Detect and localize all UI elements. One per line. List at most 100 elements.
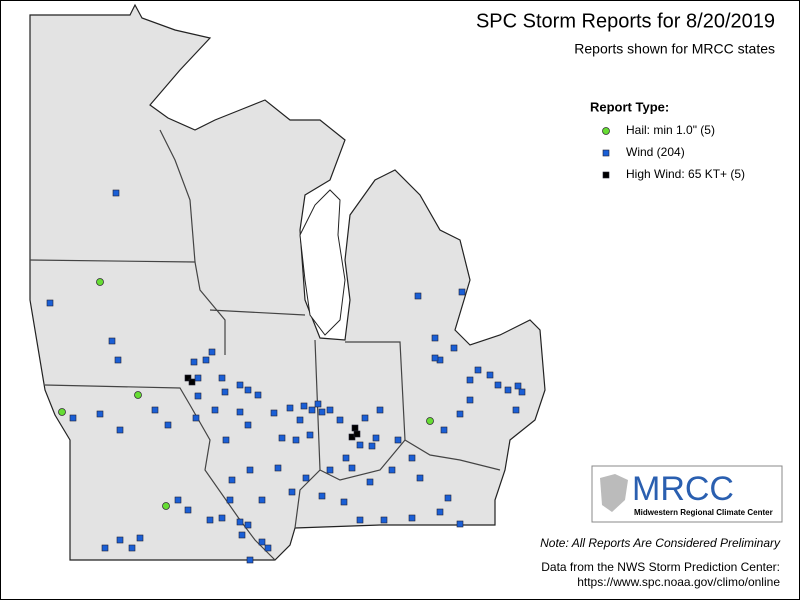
hail-marker: [162, 502, 170, 510]
wind-marker: [218, 514, 226, 522]
state-line: [29, 259, 226, 355]
wind-marker: [356, 441, 364, 449]
wind-marker: [408, 514, 416, 522]
wind-marker: [440, 426, 448, 434]
high-wind-marker: [602, 171, 610, 179]
wind-marker: [108, 337, 116, 345]
hail-marker: [426, 417, 434, 425]
high-wind-marker: [184, 374, 192, 382]
wind-marker: [376, 406, 384, 414]
wind-marker: [342, 454, 350, 462]
wind-marker: [458, 288, 466, 296]
wind-marker: [206, 516, 214, 524]
wind-marker: [211, 406, 219, 414]
wind-marker: [151, 406, 159, 414]
note: Note: All Reports Are Considered Prelimi…: [540, 536, 781, 550]
wind-marker: [326, 406, 334, 414]
logo-icon: [600, 474, 628, 512]
wind-marker: [308, 406, 316, 414]
wind-marker: [226, 496, 234, 504]
wind-marker: [174, 496, 182, 504]
wind-marker: [202, 356, 210, 364]
wind-marker: [348, 464, 356, 472]
state-line: [159, 129, 196, 263]
lake-michigan: [299, 189, 346, 336]
high-wind-marker: [351, 424, 359, 432]
wind-marker: [372, 434, 380, 442]
wind-marker: [96, 410, 104, 418]
high-wind-marker: [188, 378, 196, 386]
title: SPC Storm Reports for 8/20/2019: [476, 10, 775, 32]
wind-marker: [46, 299, 54, 307]
state-line: [209, 309, 306, 316]
wind-marker: [194, 374, 202, 382]
state-line: [44, 384, 276, 561]
wind-marker: [114, 356, 122, 364]
wind-marker: [416, 474, 424, 482]
legend: Hail: min 1.0" (5) Wind (204) High Wind: 6…: [602, 123, 745, 181]
wind-marker: [456, 410, 464, 418]
legend-title: Report Type:: [590, 99, 669, 114]
storm-reports: [46, 189, 526, 564]
logo-name: MRCC: [632, 470, 734, 508]
wind-marker: [184, 506, 192, 514]
legend-label: High Wind: 65 KT+ (5): [626, 167, 745, 181]
wind-marker: [258, 538, 266, 546]
wind-marker: [300, 402, 308, 410]
wind-marker: [408, 454, 416, 462]
wind-marker: [101, 544, 109, 552]
wind-marker: [246, 556, 254, 564]
wind-marker: [292, 436, 300, 444]
wind-marker: [218, 374, 226, 382]
legend-label: Wind (204): [626, 145, 685, 159]
logo-full-name: Midwestern Regional Climate Center: [634, 508, 773, 517]
subtitle: Reports shown for MRCC states: [574, 41, 775, 57]
wind-marker: [336, 416, 344, 424]
wind-marker: [288, 488, 296, 496]
logo: MRCC Midwestern Regional Climate Center: [591, 465, 783, 523]
wind-marker: [296, 416, 304, 424]
wind-marker: [221, 388, 229, 396]
source-url: https://www.spc.noaa.gov/climo/online: [577, 575, 780, 589]
hail-marker: [134, 391, 142, 399]
wind-marker: [340, 498, 348, 506]
wind-marker: [246, 466, 254, 474]
hail-marker: [58, 408, 66, 416]
wind-marker: [236, 518, 244, 526]
wind-marker: [264, 544, 272, 552]
wind-marker: [208, 348, 216, 356]
hail-marker: [602, 127, 610, 135]
wind-marker: [394, 436, 402, 444]
wind-marker: [112, 189, 120, 197]
high-wind-marker: [353, 430, 361, 438]
hail-marker: [96, 278, 104, 286]
wind-marker: [388, 466, 396, 474]
wind-marker: [136, 534, 144, 542]
wind-marker: [518, 388, 526, 396]
wind-marker: [244, 421, 252, 429]
wind-marker: [192, 414, 200, 422]
wind-marker: [194, 392, 202, 400]
source-line: Data from the NWS Storm Prediction Cente…: [541, 560, 780, 574]
wind-marker: [368, 442, 376, 450]
wind-marker: [244, 386, 252, 394]
state-line: [319, 439, 406, 481]
wind-marker: [278, 434, 286, 442]
wind-marker: [436, 508, 444, 516]
wind-marker: [286, 404, 294, 412]
wind-marker: [431, 354, 439, 362]
wind-marker: [474, 366, 482, 374]
wind-marker: [164, 421, 172, 429]
wind-marker: [444, 494, 452, 502]
wind-marker: [356, 516, 364, 524]
wind-marker: [414, 292, 422, 300]
wind-marker: [116, 426, 124, 434]
wind-marker: [494, 381, 502, 389]
wind-marker: [512, 406, 520, 414]
wind-marker: [318, 408, 326, 416]
wind-marker: [602, 149, 610, 157]
wind-marker: [380, 516, 388, 524]
legend-label: Hail: min 1.0" (5): [626, 123, 715, 137]
wind-marker: [228, 476, 236, 484]
